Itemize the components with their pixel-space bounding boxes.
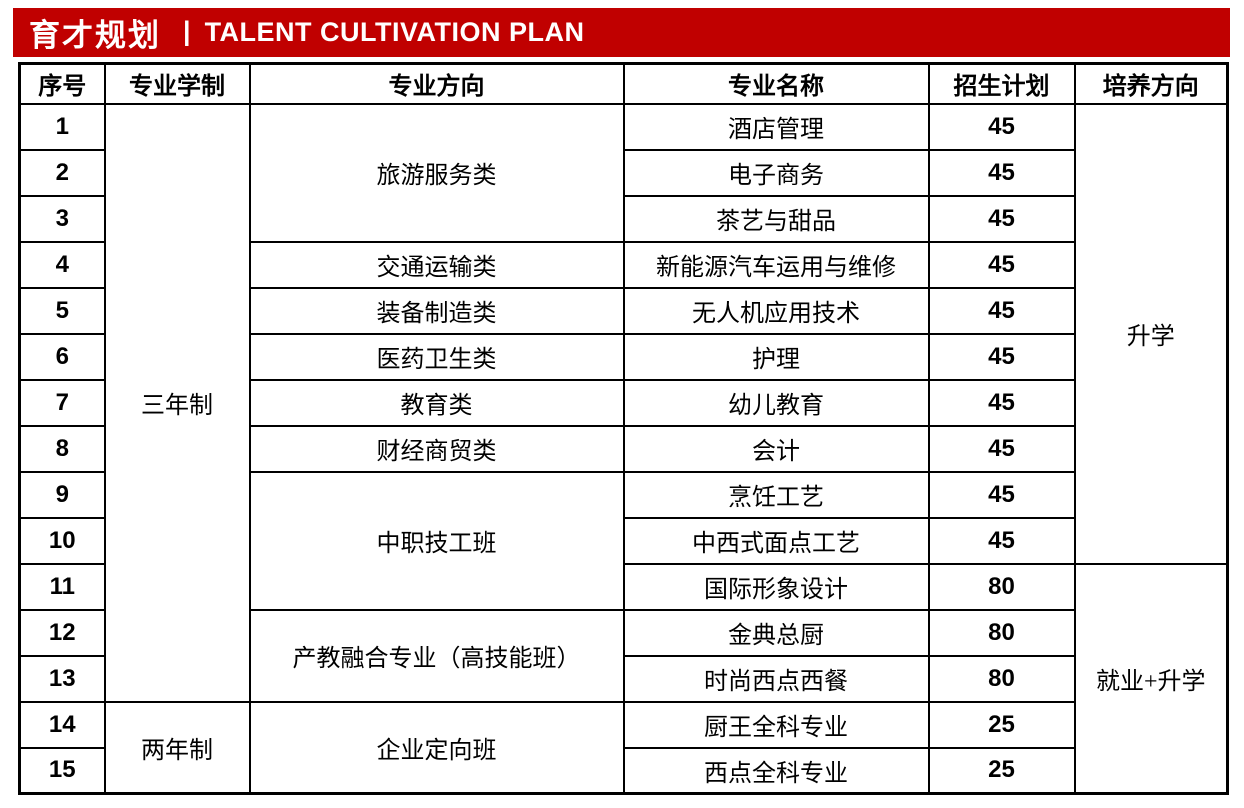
direction-cell: 中职技工班 (248, 470, 625, 611)
row-number-cell: 14 (18, 700, 106, 749)
enrollment-plan-cell: 80 (927, 562, 1076, 611)
major-name-cell: 时尚西点西餐 (622, 654, 930, 703)
table-row-11: 11 国际形象设计 80 就业+升学 (18, 562, 1229, 795)
major-name-cell: 幼儿教育 (622, 378, 930, 427)
major-name-cell: 会计 (622, 424, 930, 473)
row-number-cell: 8 (18, 424, 106, 473)
table-header-row: 序号 专业学制 专业方向 专业名称 招生计划 培养方向 (18, 62, 1229, 105)
enrollment-plan-cell: 80 (927, 608, 1076, 657)
enrollment-plan-cell: 45 (927, 424, 1076, 473)
major-name-cell: 电子商务 (622, 148, 930, 197)
table-row-7: 7 教育类 幼儿教育 45 (18, 378, 1228, 427)
row-number-cell: 7 (18, 378, 106, 427)
row-number-cell: 9 (18, 470, 106, 519)
row-number-cell: 13 (18, 654, 106, 703)
direction-cell: 旅游服务类 (248, 102, 625, 243)
major-name-cell: 国际形象设计 (622, 562, 930, 611)
enrollment-plan-cell: 45 (927, 470, 1076, 519)
row-number-cell: 10 (18, 516, 106, 565)
direction-cell: 财经商贸类 (248, 424, 625, 473)
table-row-6: 6 医药卫生类 护理 45 (18, 332, 1228, 381)
direction-cell: 交通运输类 (248, 240, 625, 289)
row-number-cell: 1 (18, 102, 106, 151)
direction-cell: 产教融合专业（高技能班） (248, 608, 625, 703)
table-row-2: 2 电子商务 45 (18, 148, 1228, 197)
major-name-cell: 烹饪工艺 (622, 470, 930, 519)
table-row-13: 13 时尚西点西餐 80 (18, 654, 1228, 703)
column-header-0: 序号 (18, 62, 106, 105)
major-name-cell: 茶艺与甜品 (622, 194, 930, 243)
duration-cell: 三年制 (103, 102, 251, 703)
duration-cell: 两年制 (103, 700, 251, 795)
major-name-cell: 西点全科专业 (622, 746, 930, 795)
enrollment-plan-cell: 25 (927, 746, 1076, 795)
enrollment-plan-cell: 45 (927, 240, 1076, 289)
banner-title-en: TALENT CULTIVATION PLAN (204, 17, 585, 47)
enrollment-plan-cell: 25 (927, 700, 1076, 749)
column-header-3: 专业名称 (622, 62, 930, 105)
training-direction-cell: 就业+升学 (1073, 562, 1229, 795)
column-header-5: 培养方向 (1073, 62, 1229, 105)
table-row-3: 3 茶艺与甜品 45 (18, 194, 1228, 243)
enrollment-plan-cell: 45 (927, 102, 1076, 151)
table-row-8: 8 财经商贸类 会计 45 (18, 424, 1228, 473)
row-number-cell: 5 (18, 286, 106, 335)
table-row-1: 1 三年制 旅游服务类 酒店管理 45 升学 (18, 102, 1229, 703)
major-name-cell: 厨王全科专业 (622, 700, 930, 749)
row-number-cell: 4 (18, 240, 106, 289)
title-banner: 育才规划 | TALENT CULTIVATION PLAN (13, 8, 1230, 57)
row-number-cell: 12 (18, 608, 106, 657)
direction-cell: 教育类 (248, 378, 625, 427)
major-name-cell: 新能源汽车运用与维修 (622, 240, 930, 289)
major-name-cell: 中西式面点工艺 (622, 516, 930, 565)
enrollment-plan-cell: 80 (927, 654, 1076, 703)
banner-title-zh: 育才规划 (29, 18, 161, 53)
direction-cell: 医药卫生类 (248, 332, 625, 381)
column-header-4: 招生计划 (927, 62, 1076, 105)
major-name-cell: 金典总厨 (622, 608, 930, 657)
row-number-cell: 2 (18, 148, 106, 197)
table-row-14: 14 两年制 企业定向班 厨王全科专业 25 (18, 700, 1228, 795)
row-number-cell: 3 (18, 194, 106, 243)
column-header-2: 专业方向 (248, 62, 625, 105)
row-number-cell: 6 (18, 332, 106, 381)
table-row-10: 10 中西式面点工艺 45 (18, 516, 1228, 565)
table-row-9: 9 中职技工班 烹饪工艺 45 (18, 470, 1228, 611)
banner-separator: | (183, 16, 191, 46)
row-number-cell: 11 (18, 562, 106, 611)
enrollment-plan-cell: 45 (927, 332, 1076, 381)
enrollment-plan-cell: 45 (927, 194, 1076, 243)
talent-plan-table: 序号 专业学制 专业方向 专业名称 招生计划 培养方向 1 三年制 旅游服务类 酒店管理 45 升学… (18, 62, 1229, 795)
direction-cell: 装备制造类 (248, 286, 625, 335)
enrollment-plan-cell: 45 (927, 148, 1076, 197)
direction-cell: 企业定向班 (248, 700, 625, 795)
major-name-cell: 无人机应用技术 (622, 286, 930, 335)
table-row-15: 15 西点全科专业 25 (18, 746, 1228, 795)
major-name-cell: 酒店管理 (622, 102, 930, 151)
enrollment-plan-cell: 45 (927, 286, 1076, 335)
table-row-5: 5 装备制造类 无人机应用技术 45 (18, 286, 1228, 335)
enrollment-plan-cell: 45 (927, 378, 1076, 427)
enrollment-plan-cell: 45 (927, 516, 1076, 565)
column-header-1: 专业学制 (103, 62, 251, 105)
row-number-cell: 15 (18, 746, 106, 795)
table-row-4: 4 交通运输类 新能源汽车运用与维修 45 (18, 240, 1228, 289)
major-name-cell: 护理 (622, 332, 930, 381)
training-direction-cell: 升学 (1073, 102, 1229, 565)
table-row-12: 12 产教融合专业（高技能班） 金典总厨 80 (18, 608, 1228, 703)
